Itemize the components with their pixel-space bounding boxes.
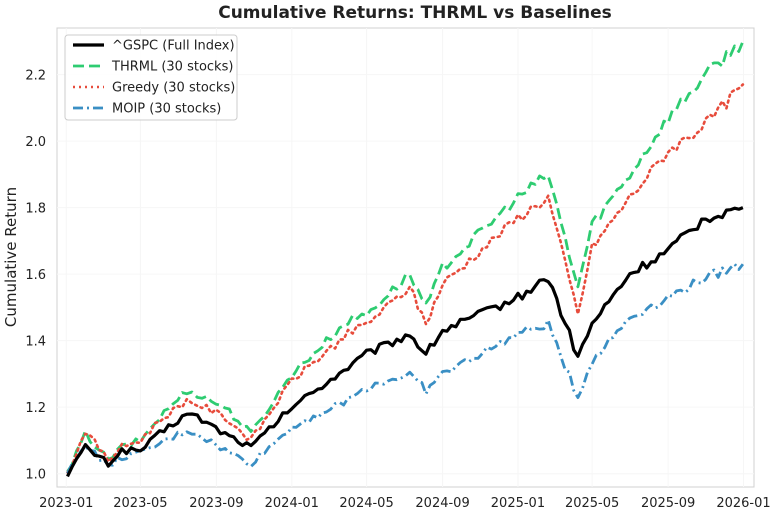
x-tick-label: 2026-01 <box>716 496 770 511</box>
legend: ^GSPC (Full Index) THRML (30 stocks) Greed… <box>64 34 238 121</box>
y-tick-label: 2.0 <box>25 135 46 150</box>
x-tick-label: 2023-09 <box>189 496 243 511</box>
legend-label: Greedy (30 stocks) <box>112 81 235 96</box>
y-tick-label: 1.4 <box>25 335 46 350</box>
x-axis-ticks: 2023-01 2023-05 2023-09 2024-01 2024-05 2024-… <box>39 496 771 511</box>
legend-label: ^GSPC (Full Index) <box>112 39 235 54</box>
y-tick-label: 1.0 <box>25 468 46 483</box>
x-tick-label: 2025-01 <box>491 496 545 511</box>
y-tick-label: 1.6 <box>25 268 46 283</box>
y-axis-ticks: 1.0 1.2 1.4 1.6 1.8 2.0 2.2 <box>25 69 46 483</box>
legend-box <box>64 34 238 121</box>
series-lines <box>66 40 745 478</box>
x-tick-label: 2024-01 <box>265 496 319 511</box>
series-line-greedy-30-stocks <box>66 83 745 474</box>
series-line-gspc-full-index <box>66 206 744 478</box>
y-axis-label: Cumulative Return <box>2 187 20 327</box>
series-line-thrml-30-stocks <box>66 40 745 473</box>
y-tick-label: 2.2 <box>25 69 46 84</box>
chart-title: Cumulative Returns: THRML vs Baselines <box>218 3 612 23</box>
x-tick-label: 2023-05 <box>113 496 167 511</box>
y-tick-label: 1.2 <box>25 401 46 416</box>
x-tick-label: 2025-05 <box>565 496 619 511</box>
x-tick-label: 2024-05 <box>339 496 393 511</box>
x-tick-label: 2025-09 <box>641 496 695 511</box>
x-tick-label: 2024-09 <box>415 496 469 511</box>
y-tick-label: 1.8 <box>25 202 46 217</box>
x-tick-label: 2023-01 <box>39 496 93 511</box>
series-line-moip-30-stocks <box>66 262 745 474</box>
legend-label: MOIP (30 stocks) <box>112 102 221 117</box>
legend-label: THRML (30 stocks) <box>111 60 233 75</box>
